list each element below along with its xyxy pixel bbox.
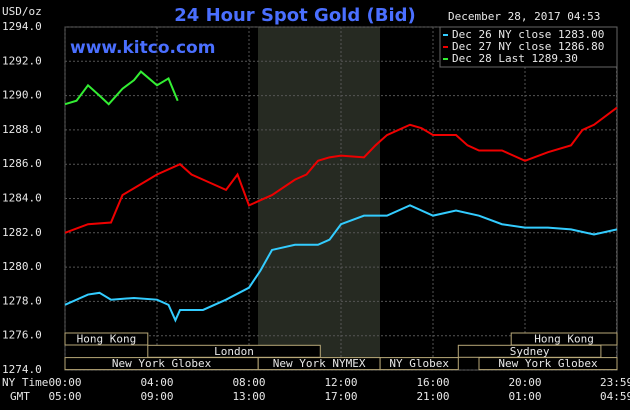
- y-tick-label: 1288.0: [2, 123, 42, 136]
- chart-title: 24 Hour Spot Gold (Bid): [174, 5, 415, 26]
- session-box: [379, 357, 459, 371]
- x2-tick-label: 09:00: [140, 390, 173, 403]
- session-label: London: [214, 345, 254, 358]
- x2-tick-label: 17:00: [324, 390, 357, 403]
- x-tick-label: 16:00: [416, 376, 449, 389]
- price-line: [64, 106, 618, 234]
- x2-tick-label: 13:00: [232, 390, 265, 403]
- session-label: Hong Kong: [534, 333, 594, 346]
- x-tick-label: 20:00: [508, 376, 541, 389]
- y-tick-label: 1284.0: [2, 192, 42, 205]
- x-axis-label: NY Time: [2, 376, 48, 389]
- session-label: NY Globex: [389, 357, 449, 370]
- y-tick-label: 1278.0: [2, 294, 42, 307]
- legend-label: Dec 27 NY close 1286.80: [452, 40, 604, 53]
- timestamp: December 28, 2017 04:53: [448, 10, 600, 23]
- y-tick-label: 1282.0: [2, 226, 42, 239]
- session-box: [64, 332, 149, 346]
- x2-tick-label: 05:00: [48, 390, 81, 403]
- session-label: Hong Kong: [77, 333, 137, 346]
- y-tick-label: 1294.0: [2, 20, 42, 33]
- session-box: [478, 357, 618, 371]
- x-tick-label: 04:00: [140, 376, 173, 389]
- x-tick-label: 23:59: [600, 376, 630, 389]
- y-tick-label: 1292.0: [2, 54, 42, 67]
- x2-axis-label: GMT: [10, 390, 30, 403]
- y-tick-label: 1286.0: [2, 157, 42, 170]
- unit-label: USD/oz: [2, 5, 42, 18]
- x-tick-label: 08:00: [232, 376, 265, 389]
- x2-tick-label: 21:00: [416, 390, 449, 403]
- site-label: www.kitco.com: [70, 38, 215, 58]
- legend-label: Dec 28 Last 1289.30: [452, 52, 578, 65]
- y-tick-label: 1276.0: [2, 329, 42, 342]
- x-tick-label: 12:00: [324, 376, 357, 389]
- x2-tick-label: 04:59: [600, 390, 630, 403]
- price-line: [64, 204, 618, 323]
- y-tick-label: 1274.0: [2, 363, 42, 376]
- session-label: Sydney: [510, 345, 550, 358]
- x2-tick-label: 01:00: [508, 390, 541, 403]
- legend-label: Dec 26 NY close 1283.00: [452, 28, 604, 41]
- session-label: New York Globex: [498, 357, 598, 370]
- x-tick-label: 00:00: [48, 376, 81, 389]
- legend-box: [439, 26, 618, 68]
- y-tick-label: 1290.0: [2, 89, 42, 102]
- y-tick-label: 1280.0: [2, 260, 42, 273]
- price-line: [64, 70, 179, 106]
- session-label: New York NYMEX: [273, 357, 366, 370]
- session-label: New York Globex: [112, 357, 212, 370]
